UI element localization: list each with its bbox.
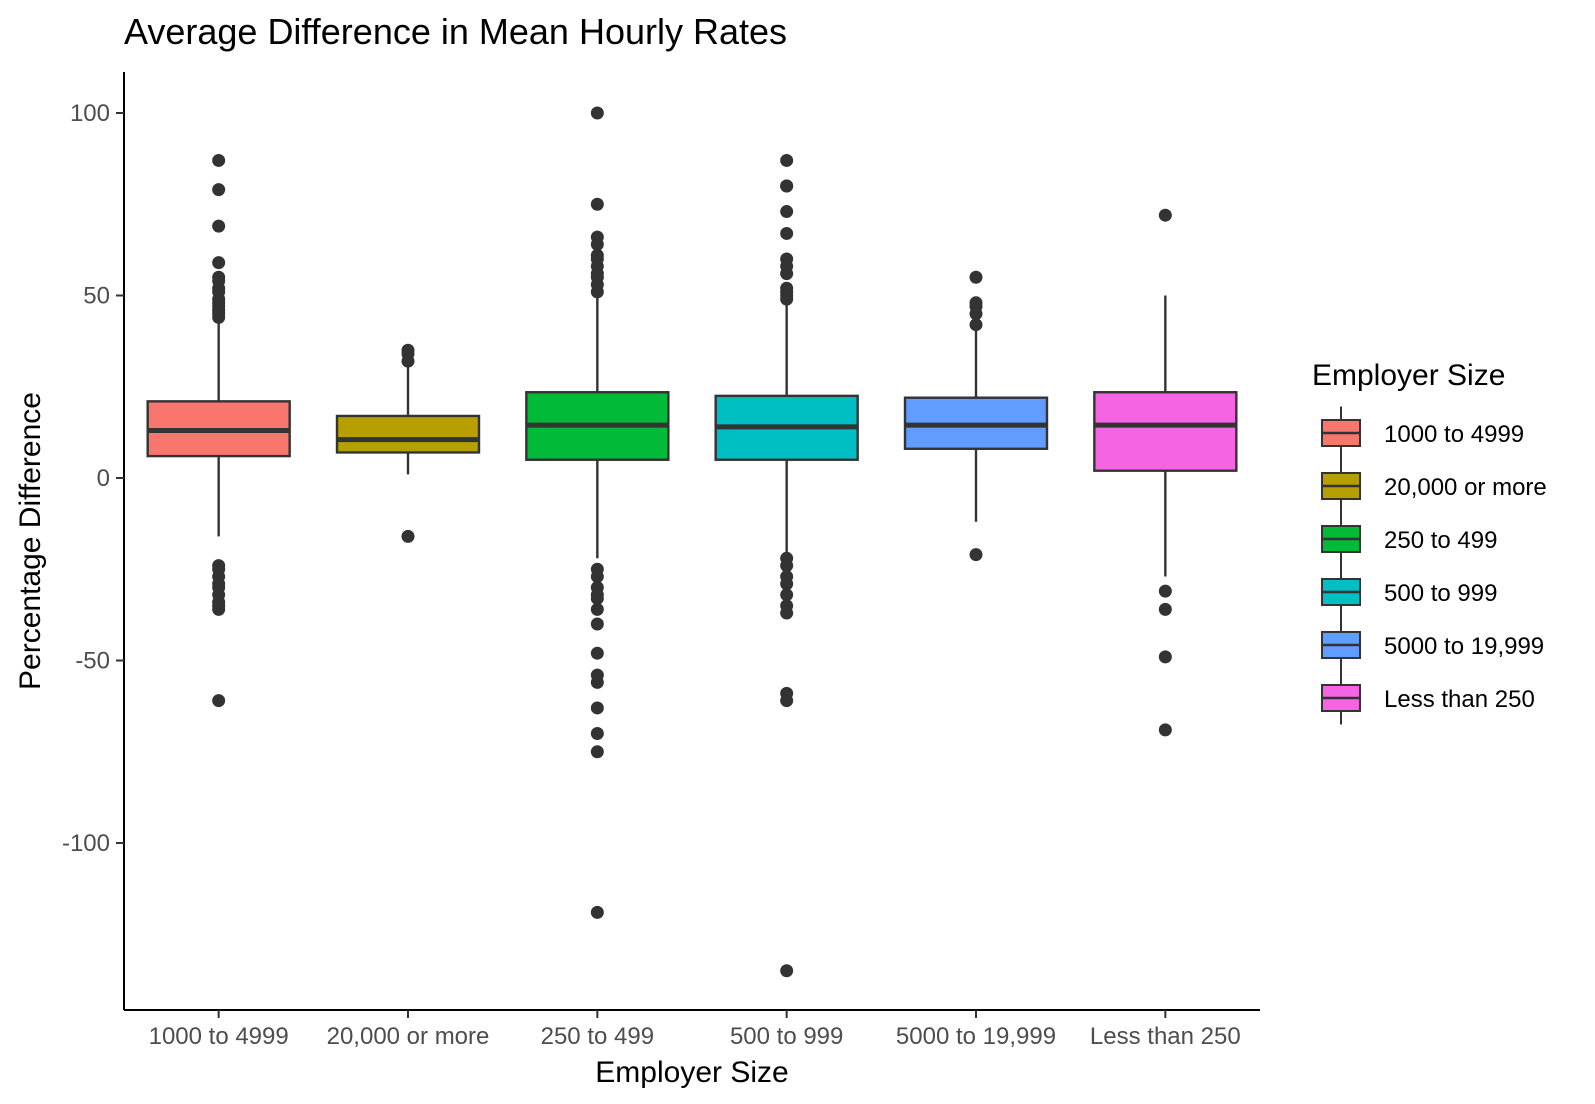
legend-title: Employer Size [1312, 359, 1505, 392]
outlier-point [780, 964, 794, 978]
outlier-point [590, 237, 604, 251]
legend: Employer Size 1000 to 4999 20,000 or more… [1312, 359, 1547, 725]
y-tick-label: 100 [70, 100, 110, 127]
x-axis: 1000 to 4999 20,000 or more 250 to 499 500 … [149, 1010, 1241, 1050]
outlier-point [1158, 650, 1172, 664]
x-tick-label: 500 to 999 [730, 1023, 843, 1050]
outlier-point [590, 617, 604, 631]
legend-key: 20,000 or more [1321, 459, 1547, 513]
box-group [335, 343, 481, 543]
y-tick-label: 0 [97, 465, 110, 492]
outlier-point [590, 745, 604, 759]
outlier-point [780, 153, 794, 167]
legend-key: 500 to 999 [1321, 565, 1497, 619]
outlier-point [780, 226, 794, 240]
outlier-point [401, 354, 415, 368]
outlier-point [780, 559, 794, 573]
outlier-point [590, 701, 604, 715]
outlier-point [590, 646, 604, 660]
outlier-point [590, 570, 604, 584]
outlier-point [780, 577, 794, 591]
legend-key: 250 to 499 [1321, 512, 1497, 566]
legend-label: 5000 to 19,999 [1384, 633, 1544, 660]
x-tick-label: Less than 250 [1090, 1023, 1241, 1050]
x-tick-label: 1000 to 4999 [149, 1023, 289, 1050]
y-tick-label: -100 [62, 830, 110, 857]
outlier-point [590, 602, 604, 616]
outlier-point [1158, 584, 1172, 598]
outlier-point [780, 179, 794, 193]
outlier-point [590, 675, 604, 689]
outlier-point [1158, 208, 1172, 222]
outlier-point [212, 310, 226, 324]
outlier-point [212, 256, 226, 270]
x-tick-label: 5000 to 19,999 [896, 1023, 1056, 1050]
legend-key: Less than 250 [1321, 671, 1535, 725]
outlier-point [969, 307, 983, 321]
box [335, 414, 481, 454]
y-axis-title: Percentage Difference [14, 392, 47, 690]
outlier-point [780, 588, 794, 602]
outlier-point [969, 548, 983, 562]
outlier-point [590, 106, 604, 120]
box-group [146, 153, 291, 708]
outlier-point [590, 591, 604, 605]
outlier-point [780, 606, 794, 620]
box-group [525, 106, 670, 919]
outlier-point [212, 183, 226, 197]
legend-label: 1000 to 4999 [1384, 421, 1524, 448]
box-group [903, 270, 1049, 562]
chart-title: Average Difference in Mean Hourly Rates [124, 11, 787, 52]
box [1093, 391, 1238, 472]
outlier-point [212, 694, 226, 708]
legend-key: 5000 to 19,999 [1321, 618, 1544, 672]
box-group [714, 153, 859, 978]
x-tick-label: 20,000 or more [327, 1023, 490, 1050]
outlier-point [780, 205, 794, 219]
legend-label: 500 to 999 [1384, 580, 1497, 607]
outlier-point [780, 694, 794, 708]
box-group [1093, 208, 1238, 737]
outlier-point [590, 285, 604, 299]
legend-label: 20,000 or more [1384, 474, 1547, 501]
outlier-point [212, 219, 226, 233]
outlier-point [1158, 723, 1172, 737]
outlier-point [969, 270, 983, 284]
outlier-point [780, 267, 794, 281]
outlier-point [780, 292, 794, 306]
outlier-point [590, 197, 604, 211]
x-tick-label: 250 to 499 [541, 1023, 654, 1050]
plot-area [146, 106, 1238, 978]
x-axis-title: Employer Size [595, 1056, 788, 1089]
outlier-point [212, 153, 226, 167]
y-axis: 100 50 0 -50 -100 [62, 100, 124, 857]
outlier-point [590, 727, 604, 740]
outlier-point [401, 529, 415, 543]
legend-label: Less than 250 [1384, 686, 1535, 713]
outlier-point [969, 318, 983, 332]
outlier-point [590, 905, 604, 919]
y-tick-label: 50 [83, 283, 110, 310]
y-tick-label: -50 [75, 648, 110, 675]
outlier-point [1158, 602, 1172, 616]
legend-key: 1000 to 4999 [1321, 406, 1524, 460]
outlier-point [212, 602, 226, 616]
legend-label: 250 to 499 [1384, 527, 1497, 554]
